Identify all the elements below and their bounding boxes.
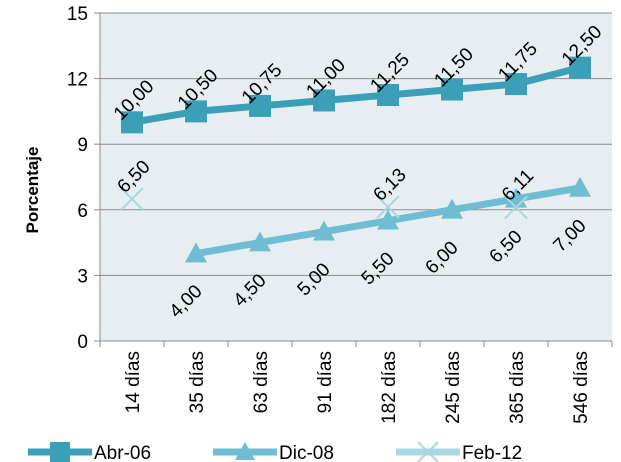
legend-entry: Abr-06 bbox=[94, 443, 151, 462]
legend-entry: Dic-08 bbox=[279, 443, 334, 462]
legend: Abr-06 Dic-08 Feb-12 bbox=[28, 441, 522, 462]
y-tick-label: 0 bbox=[77, 332, 88, 353]
data-point bbox=[377, 84, 399, 106]
y-tick-label: 9 bbox=[77, 135, 88, 156]
data-point bbox=[249, 94, 271, 117]
x-tick-labels: 14 días 35 días 63 días 91 días 182 días 245 … bbox=[123, 351, 592, 424]
y-tick-labels: 0 3 6 9 12 15 bbox=[67, 4, 88, 353]
y-tick-label: 15 bbox=[67, 4, 88, 25]
data-point bbox=[441, 198, 463, 219]
x-tick-label: 63 días bbox=[251, 351, 272, 413]
data-point bbox=[441, 78, 463, 101]
x-tick-label: 14 días bbox=[123, 351, 144, 413]
series-markers bbox=[120, 56, 591, 263]
data-point bbox=[377, 209, 399, 230]
x-tick-label: 546 días bbox=[571, 351, 592, 424]
data-point bbox=[504, 195, 528, 220]
legend-entry: Feb-12 bbox=[462, 443, 522, 462]
data-point bbox=[120, 187, 144, 211]
legend-swatch-marker bbox=[417, 441, 439, 462]
legend-swatch-marker bbox=[235, 442, 255, 460]
data-point bbox=[313, 89, 335, 112]
x-tick-label: 35 días bbox=[187, 351, 208, 413]
x-tick-label: 245 días bbox=[443, 351, 464, 424]
data-point bbox=[185, 242, 207, 263]
x-tick-label: 365 días bbox=[507, 351, 528, 424]
data-point bbox=[121, 111, 143, 134]
legend-swatch-marker bbox=[50, 442, 70, 462]
y-tick-label: 12 bbox=[67, 70, 88, 91]
data-point bbox=[249, 231, 271, 252]
data-point bbox=[185, 100, 207, 123]
x-tick-label: 182 días bbox=[379, 351, 400, 424]
data-point bbox=[569, 176, 591, 197]
y-axis-label: Porcentaje bbox=[23, 147, 42, 234]
plot-area bbox=[100, 13, 612, 341]
data-point bbox=[505, 73, 527, 96]
data-point bbox=[313, 220, 335, 241]
y-tick-label: 6 bbox=[77, 201, 88, 222]
data-point bbox=[376, 195, 400, 219]
y-tick-label: 3 bbox=[77, 266, 88, 287]
x-tick-label: 91 días bbox=[315, 351, 336, 413]
axes bbox=[94, 12, 613, 347]
data-point bbox=[569, 56, 591, 79]
